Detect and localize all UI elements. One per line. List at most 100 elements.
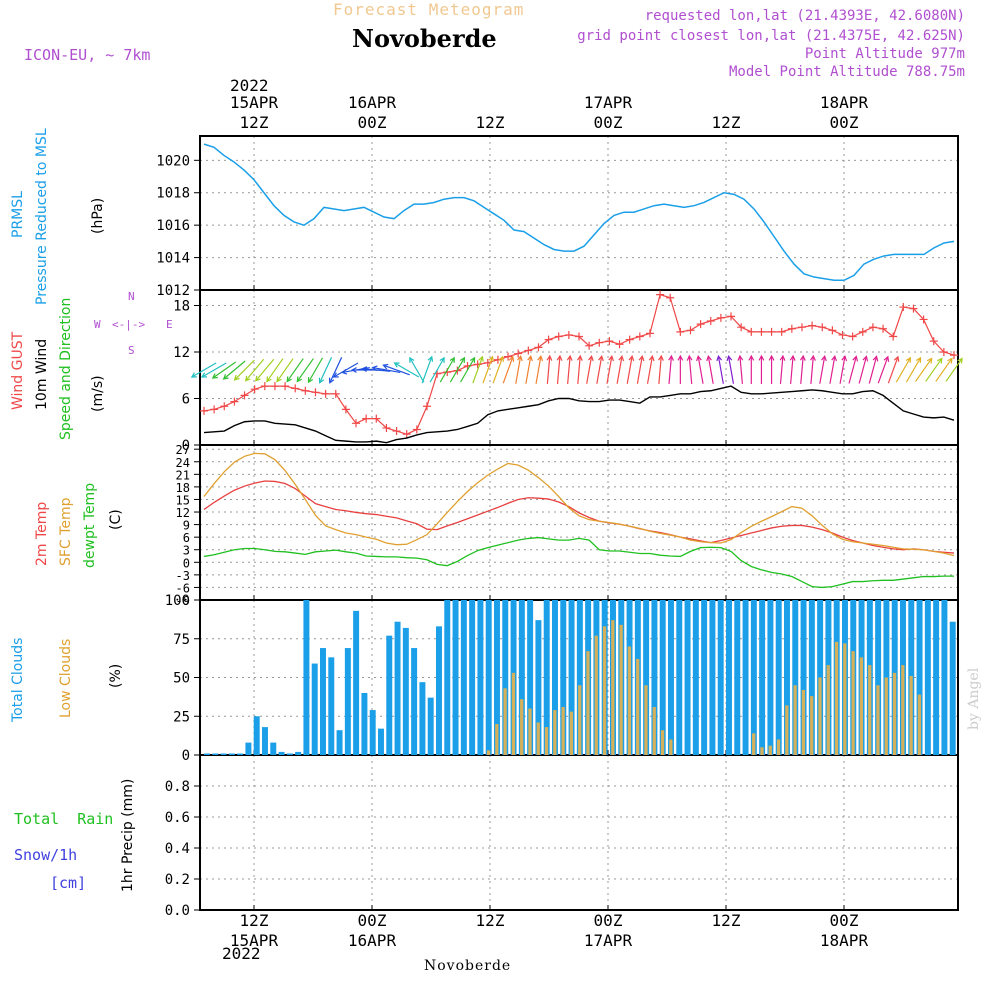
gust-marker: [402, 430, 411, 439]
low-cloud-bar: [793, 685, 797, 755]
low-cloud-bar: [486, 750, 491, 755]
ytick-label: 21: [176, 468, 190, 482]
compass-arrow: <-|->: [112, 318, 146, 331]
total-cloud-bar: [502, 600, 509, 755]
wind-direction-arrow: [779, 356, 784, 384]
total-label: Total: [14, 810, 60, 828]
wind-arrow-head: [648, 354, 655, 362]
wind-direction-arrow: [858, 356, 867, 384]
wind-direction-arrow: [925, 358, 943, 382]
wind-direction-arrow: [905, 357, 921, 383]
total-cloud-bar: [402, 627, 409, 755]
wind-arrow-head: [566, 354, 573, 361]
wind-arrow-head: [926, 357, 933, 364]
gust-marker: [676, 327, 685, 336]
total-cloud-bar: [228, 753, 235, 755]
wind-direction-arrow: [319, 357, 333, 383]
requested-lonlat: requested lon,lat (21.4393E, 42.6080N): [644, 8, 965, 24]
wind-direction-arrow: [688, 356, 693, 384]
top-hour-label: 00Z: [830, 113, 859, 132]
total-cloud-bar: [775, 600, 782, 755]
ytick-label: 1016: [156, 218, 190, 234]
low-cloud-bar: [569, 711, 574, 755]
total-cloud-bar: [253, 716, 260, 755]
wind-arrow-head: [328, 377, 335, 384]
total-cloud-bar: [701, 600, 708, 755]
total-cloud-bar: [916, 600, 923, 755]
wind-arrow-head: [726, 354, 733, 362]
total-cloud-bar: [361, 693, 368, 755]
gust-marker: [230, 397, 239, 406]
wind-direction-arrow: [739, 356, 743, 384]
wind-arrow-head: [821, 354, 827, 362]
wind-arrow-head: [716, 354, 723, 362]
gust-marker: [422, 402, 431, 411]
low-cloud-bar: [785, 705, 789, 755]
total-cloud-bar: [933, 600, 940, 755]
gust-marker: [605, 337, 614, 346]
low-cloud-bar: [669, 739, 673, 755]
wind-direction-arrow: [535, 356, 542, 384]
wind-direction-arrow: [472, 356, 484, 384]
point-altitude: Point Altitude 977m: [804, 46, 965, 62]
gust-marker: [493, 355, 502, 364]
wind-arrow-head: [686, 354, 693, 361]
total-cloud-bar: [303, 600, 310, 755]
ytick-label: 24: [176, 456, 190, 470]
total-cloud-bar: [204, 753, 210, 755]
gust-marker: [757, 327, 766, 336]
total-cloud-bar: [295, 751, 302, 755]
ytick-label: 0.8: [165, 779, 190, 795]
total-cloud-bar: [452, 600, 459, 755]
wind-direction-arrow: [421, 356, 433, 384]
total-cloud-bar: [552, 600, 558, 755]
wind-direction-arrow: [515, 356, 522, 384]
total-cloud-bar: [444, 600, 451, 755]
wind-arrow-head: [382, 363, 389, 370]
wind-direction-arrow: [286, 358, 304, 382]
wind-arrow-head: [799, 354, 806, 361]
total-cloud-bar: [220, 753, 227, 755]
wind-arrow-head: [628, 354, 635, 362]
gust-marker: [362, 414, 371, 423]
gust-marker: [595, 338, 604, 347]
wind-direction-arrow: [502, 356, 514, 384]
low-cloud-bar: [876, 685, 880, 755]
wind-arrow-head: [508, 355, 515, 362]
wind-direction-arrow: [567, 356, 571, 384]
wind-arrow-head: [517, 354, 523, 362]
total-cloud-bar: [924, 600, 931, 755]
low-cloud-bar: [760, 747, 764, 755]
total-cloud-bar: [460, 600, 467, 755]
ytick-label: 100: [165, 593, 190, 609]
wind-direction-arrow: [266, 358, 284, 382]
gust-marker: [868, 323, 877, 332]
ytick-label: 3: [183, 544, 190, 558]
ytick-label: 1012: [156, 283, 190, 299]
low-cloud-bar: [768, 745, 772, 755]
low-cloud-bar: [561, 706, 565, 755]
low-cloud-bar: [884, 677, 888, 755]
gust-marker: [889, 332, 898, 341]
gust-marker: [382, 423, 391, 432]
bottom-date-label: 18APR: [820, 931, 869, 950]
wind-direction-arrow: [409, 357, 425, 383]
gust-marker: [301, 386, 310, 395]
wind-direction-arrow: [935, 358, 953, 382]
wind-direction-arrow: [276, 358, 294, 382]
low-cloud-bar: [752, 733, 756, 755]
compass-s: S: [128, 344, 135, 357]
gust-marker: [767, 327, 776, 336]
gust-marker: [341, 405, 350, 414]
gust-marker: [281, 382, 290, 391]
gust-marker: [747, 327, 756, 336]
wind-direction-arrow: [212, 361, 237, 379]
low-cloud-bar: [851, 651, 855, 755]
wind-arrow-head: [537, 354, 544, 362]
gust-marker: [534, 343, 543, 352]
wind-direction-arrow: [525, 356, 532, 384]
total-cloud-bar: [941, 600, 948, 755]
ytick-label: 12: [173, 345, 190, 361]
gust-marker: [939, 348, 948, 356]
wind-arrow-head: [449, 356, 455, 363]
